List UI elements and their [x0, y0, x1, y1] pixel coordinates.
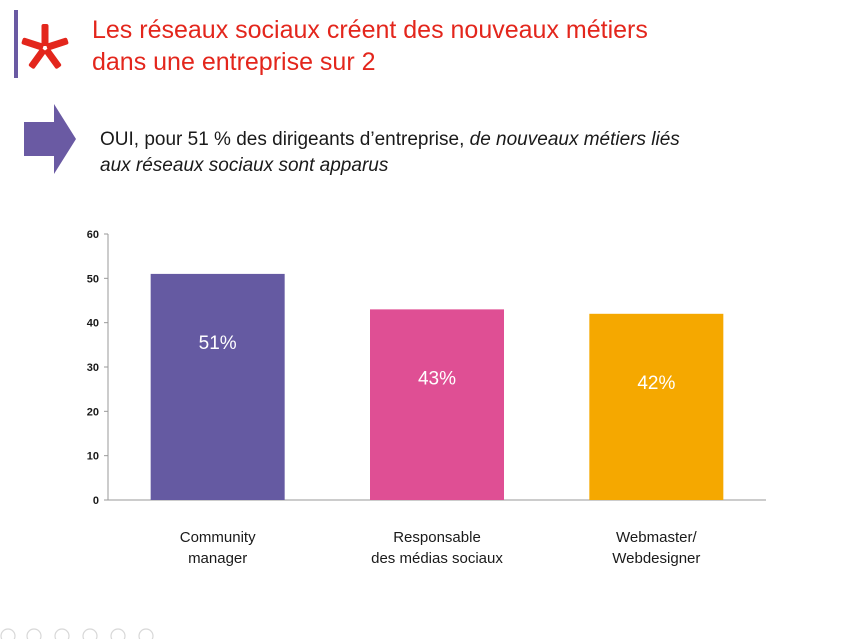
slide-controls[interactable]: [0, 624, 170, 639]
category-label-2-line-1: Responsable: [393, 529, 481, 546]
bar-2: [370, 309, 504, 500]
subtitle-plain: OUI, pour 51 % des dirigeants d’entrepri…: [100, 129, 465, 150]
title-line-1: Les réseaux sociaux créent des nouveaux …: [92, 16, 648, 44]
logo-bar: [14, 10, 18, 78]
subtitle-italic-1: de nouveaux métiers liés: [469, 129, 680, 150]
page-title: Les réseaux sociaux créent des nouveaux …: [92, 14, 852, 78]
next-icon: [26, 628, 42, 639]
chart-labels: 51% Community manager 43% Responsable des méd…: [180, 333, 701, 567]
zoom-icon: [110, 628, 126, 639]
slides-icon: [82, 628, 98, 639]
y-tick-label: 40: [87, 318, 99, 330]
data-label-3: 42%: [637, 373, 675, 394]
bar-1: [150, 273, 285, 500]
pen-icon: [54, 628, 70, 639]
subtitle-italic-2: aux réseaux sociaux sont apparus: [100, 155, 389, 176]
y-tick-label: 60: [87, 229, 99, 241]
y-tick-label: 0: [93, 495, 99, 507]
more-icon: [138, 628, 154, 639]
title-line-2: dans une entreprise sur 2: [92, 48, 376, 76]
y-tick-label: 10: [87, 451, 99, 463]
y-tick-label: 20: [87, 406, 99, 418]
category-label-1-line-1: Community: [180, 529, 256, 546]
chart-bars: [150, 273, 724, 500]
category-label-3-line-1: Webmaster/: [616, 529, 697, 546]
data-label-2: 43%: [418, 368, 456, 389]
prev-icon: [0, 628, 16, 639]
bar-chart: 0 10 20 30 40 50 60 51% Community manager 43% Resp…: [87, 229, 766, 567]
data-label-1: 51%: [199, 333, 237, 354]
logo: [14, 10, 69, 78]
category-label-3-line-2: Webdesigner: [612, 550, 700, 567]
y-tick-label: 30: [87, 362, 99, 374]
y-tick-label: 50: [87, 273, 99, 285]
category-label-1-line-2: manager: [188, 550, 247, 567]
subtitle: OUI, pour 51 % des dirigeants d’entrepri…: [100, 127, 840, 179]
category-label-2-line-2: des médias sociaux: [371, 550, 503, 567]
arrow-right-icon: [24, 104, 76, 174]
bar-3: [589, 313, 724, 500]
asterisk-icon: [21, 24, 69, 69]
